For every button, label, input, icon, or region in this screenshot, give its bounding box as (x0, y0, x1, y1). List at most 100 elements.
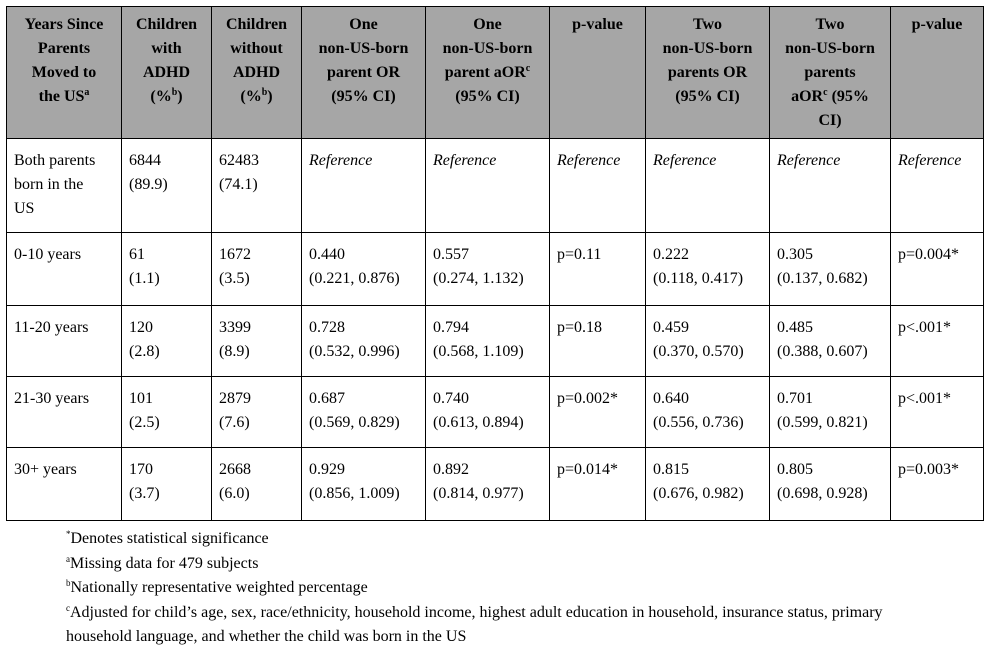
header-text: CI) (818, 112, 842, 129)
cell-line: 0.929 (309, 461, 345, 478)
footnote-text: Adjusted for child’s age, sex, race/ethn… (66, 603, 883, 646)
cell-line: (0.118, 0.417) (653, 270, 744, 287)
column-header: One non-US-born parent OR (95% CI) (301, 6, 426, 139)
cell-line: Reference (653, 152, 717, 169)
table-cell: 0.815 (0.676, 0.982) (645, 447, 770, 521)
cell-line: (0.856, 1.009) (309, 485, 400, 502)
column-header: One non-US-born parent aORc (95% CI) (425, 6, 550, 139)
table-cell: 0.440 (0.221, 0.876) (301, 232, 426, 306)
cell-line: 3399 (219, 319, 251, 336)
cell-line: (1.1) (129, 270, 160, 287)
cell-line: (2.5) (129, 414, 160, 431)
table-cell: 61 (1.1) (121, 232, 212, 306)
table-cell: p=0.11 (549, 232, 646, 306)
header-text: ADHD (232, 64, 281, 81)
cell-line: (0.370, 0.570) (653, 343, 744, 360)
table-cell: 3399 (8.9) (211, 305, 302, 377)
table-cell: 62483 (74.1) (211, 138, 302, 233)
column-header: Children with ADHD (%b) (121, 6, 212, 139)
header-text: ADHD (142, 64, 191, 81)
cell-line: Reference (433, 152, 497, 169)
header-text: Two (692, 16, 723, 33)
results-table: Years Since Parents Moved to the USa Childre… (6, 6, 984, 521)
table-cell: p=0.003* (890, 447, 984, 521)
header-text: (% (150, 88, 172, 105)
header-text: parents (804, 64, 856, 81)
column-header: Years Since Parents Moved to the USa (6, 6, 122, 139)
table-cell: 0.640 (0.556, 0.736) (645, 376, 770, 448)
cell-line: Both parents (14, 152, 96, 169)
table-cell: 0.485 (0.388, 0.607) (769, 305, 891, 377)
cell-line: 0.459 (653, 319, 689, 336)
table-cell: 0.305 (0.137, 0.682) (769, 232, 891, 306)
table-cell: 6844 (89.9) (121, 138, 212, 233)
header-text: Moved to (31, 64, 97, 81)
cell-line: 0-10 years (14, 246, 82, 263)
cell-line: (0.556, 0.736) (653, 414, 744, 431)
cell-line: (0.274, 1.132) (433, 270, 524, 287)
header-text: One (349, 16, 378, 33)
cell-line: 0.794 (433, 319, 469, 336)
cell-line: p=0.18 (557, 319, 603, 336)
table-cell: 0-10 years (6, 232, 122, 306)
table-row: 21-30 years 101 (2.5) 2879 (7.6) 0.687 (0.569,… (6, 376, 984, 448)
header-row: Years Since Parents Moved to the USa Childre… (6, 6, 984, 139)
header-text: parents OR (667, 64, 748, 81)
table-cell: Reference (425, 138, 550, 233)
footnote-marker: b (66, 578, 71, 588)
header-text: (95% (827, 88, 869, 105)
cell-line: 120 (129, 319, 153, 336)
cell-line: p=0.002* (557, 390, 619, 407)
header-text: Children (135, 16, 198, 33)
header-text: Parents (37, 40, 91, 57)
cell-line: p<.001* (898, 319, 952, 336)
header-text: non-US-born (785, 40, 875, 57)
table-cell: 0.794 (0.568, 1.109) (425, 305, 550, 377)
header-text: ) (177, 88, 183, 105)
cell-line: Reference (309, 152, 373, 169)
cell-line: Reference (777, 152, 841, 169)
footnote-marker: a (66, 553, 70, 564)
cell-line: (74.1) (219, 176, 258, 193)
header-text: the US (38, 88, 85, 105)
cell-line: 0.557 (433, 246, 469, 263)
header-text: ) (267, 88, 273, 105)
cell-line: 30+ years (14, 461, 77, 478)
cell-line: p=0.003* (898, 461, 960, 478)
table-cell: Both parents born in the US (6, 138, 122, 233)
cell-line: 0.728 (309, 319, 345, 336)
footnote-text: Denotes statistical significance (70, 530, 269, 547)
table-cell: 101 (2.5) (121, 376, 212, 448)
cell-line: (0.698, 0.928) (777, 485, 868, 502)
cell-line: born in the (14, 176, 84, 193)
cell-line: (7.6) (219, 414, 250, 431)
table-cell: p=0.004* (890, 232, 984, 306)
cell-line: 0.815 (653, 461, 689, 478)
cell-line: (0.532, 0.996) (309, 343, 400, 360)
table-body: Both parents born in the US 6844 (89.9) 62483… (6, 138, 984, 521)
header-text: parent OR (326, 64, 401, 81)
table-row: Both parents born in the US 6844 (89.9) 62483… (6, 138, 984, 233)
cell-line: p<.001* (898, 390, 952, 407)
cell-line: 1672 (219, 246, 251, 263)
table-cell: 0.929 (0.856, 1.009) (301, 447, 426, 521)
cell-line: (6.0) (219, 485, 250, 502)
cell-line: (0.676, 0.982) (653, 485, 744, 502)
cell-line: 2668 (219, 461, 251, 478)
table-cell: Reference (890, 138, 984, 233)
cell-line: 170 (129, 461, 153, 478)
header-text: (95% CI) (675, 88, 740, 105)
table-cell: 0.701 (0.599, 0.821) (769, 376, 891, 448)
footnote-marker: a (84, 87, 90, 98)
header-text: non-US-born (442, 40, 533, 57)
cell-line: US (14, 200, 35, 217)
header-text: without (230, 40, 283, 57)
header-text: parent aOR (444, 64, 526, 81)
cell-line: p=0.004* (898, 246, 960, 263)
table-cell: Reference (645, 138, 770, 233)
cell-line: 21-30 years (14, 390, 90, 407)
table-cell: 0.728 (0.532, 0.996) (301, 305, 426, 377)
table-cell: 0.557 (0.274, 1.132) (425, 232, 550, 306)
cell-line: (2.8) (129, 343, 160, 360)
table-cell: 0.687 (0.569, 0.829) (301, 376, 426, 448)
